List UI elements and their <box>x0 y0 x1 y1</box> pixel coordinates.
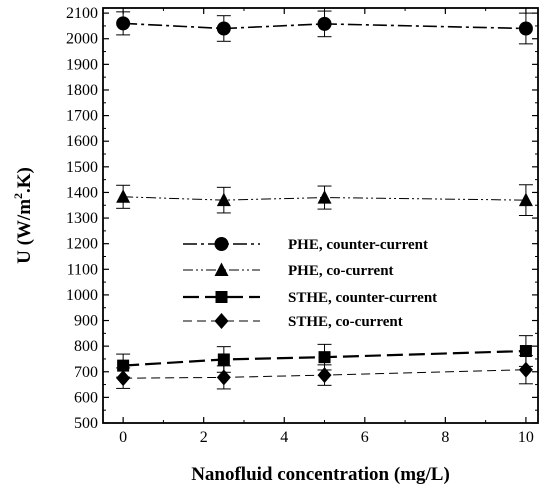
y-tick-label: 1400 <box>66 184 98 201</box>
legend-item: PHE, co-current <box>183 262 394 279</box>
y-tick-label: 1300 <box>66 210 98 227</box>
data-point <box>116 16 131 31</box>
x-tick-label: 2 <box>200 429 208 446</box>
x-tick-label: 8 <box>441 429 449 446</box>
data-point <box>518 21 533 36</box>
y-tick-label: 1700 <box>66 108 98 125</box>
data-point <box>217 353 230 366</box>
legend-label: PHE, co-current <box>288 263 394 279</box>
y-tick-label: 2100 <box>66 5 98 22</box>
data-point <box>317 367 332 384</box>
x-axis-title: Nanofluid concentration (mg/L) <box>191 464 450 485</box>
legend-item: STHE, counter-current <box>183 290 437 306</box>
x-tick-label: 0 <box>119 429 127 446</box>
series-line <box>123 22 526 30</box>
series-1 <box>116 184 533 216</box>
data-point <box>216 21 231 36</box>
x-tick-label: 4 <box>280 429 288 446</box>
y-tick-label: 1000 <box>66 287 98 304</box>
legend-marker <box>214 313 229 329</box>
y-tick-label: 1200 <box>66 236 98 253</box>
legend: PHE, counter-current PHE, co-current STHE,… <box>183 237 437 330</box>
legend-marker <box>214 262 229 276</box>
series-line <box>123 369 526 379</box>
series-line <box>123 349 526 367</box>
y-tick-label: 600 <box>74 389 98 406</box>
data-point <box>116 370 131 387</box>
y-axis-title-prefix: U (W/m <box>14 199 35 264</box>
y-axis-title-sup: 2 <box>11 193 25 199</box>
data-point <box>317 190 332 204</box>
legend-marker <box>214 237 229 251</box>
legend-label: PHE, counter-current <box>288 237 428 253</box>
legend-label: STHE, counter-current <box>288 290 437 306</box>
y-axis-title-suffix: .K) <box>14 167 35 193</box>
data-point <box>318 351 331 364</box>
y-tick-label: 500 <box>74 415 98 432</box>
y-tick-label: 900 <box>74 313 98 330</box>
data-point <box>117 359 130 372</box>
y-tick-label: 1900 <box>66 56 98 73</box>
series-3 <box>116 355 533 390</box>
y-tick-label: 1100 <box>67 261 98 278</box>
data-point <box>519 345 532 358</box>
y-tick-label: 700 <box>74 364 98 381</box>
x-tick-label: 6 <box>361 429 369 446</box>
legend-label: STHE, co-current <box>288 314 403 330</box>
series-0 <box>116 10 533 45</box>
data-point <box>518 192 533 207</box>
data-point <box>518 361 533 378</box>
y-tick-label: 2000 <box>66 31 98 48</box>
y-axis-title: U (W/m2.K) <box>11 167 35 264</box>
axes-frame <box>102 7 539 424</box>
plot-area: 500 600 700 800 900 1000 1100 1200 1300 1400 1500 1… <box>66 5 539 446</box>
y-tick-label: 1800 <box>66 82 98 99</box>
y-tick-label: 1500 <box>66 159 98 176</box>
data-point <box>116 189 131 203</box>
series-line <box>123 196 526 201</box>
y-tick-label: 800 <box>74 338 98 355</box>
legend-item: STHE, co-current <box>183 313 403 330</box>
legend-marker <box>215 291 228 303</box>
data-point <box>216 192 231 207</box>
y-tick-label: 1600 <box>66 133 98 150</box>
x-tick-label: 10 <box>518 429 534 446</box>
data-point <box>317 16 332 31</box>
data-point <box>216 369 231 386</box>
legend-item: PHE, counter-current <box>183 237 428 253</box>
series-2 <box>116 335 533 378</box>
